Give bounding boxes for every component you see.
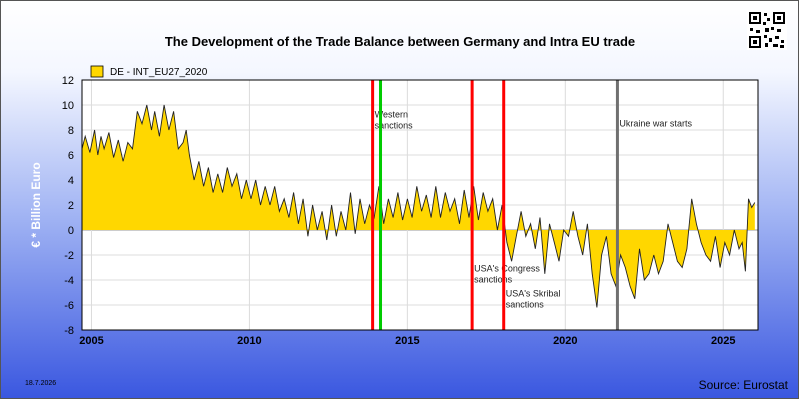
y-tick-label: -4 <box>64 275 74 287</box>
event-annotation: Western sanctions <box>375 110 414 131</box>
series-line <box>81 104 756 308</box>
y-tick-label: 8 <box>68 125 74 137</box>
event-annotation: USA's Congress sanctions <box>474 263 540 284</box>
y-axis: -8 -6 -4 -2 0 2 4 6 8 10 12 <box>62 75 74 337</box>
qr-code-icon <box>747 10 787 50</box>
y-tick-label: 10 <box>62 100 74 112</box>
source-note: Source: Eurostat <box>699 378 789 392</box>
x-tick-label: 2015 <box>395 335 419 347</box>
plot-border <box>81 79 759 331</box>
legend: DE - INT_EU27_2020 <box>90 65 208 78</box>
y-tick-label: 12 <box>62 75 74 87</box>
event-annotation: Ukraine war starts <box>619 118 692 128</box>
x-axis: 2005 2010 2015 2020 2025 <box>79 335 735 347</box>
date-stamp: 18.7.2026 <box>25 380 56 387</box>
y-tick-label: -6 <box>64 300 74 312</box>
y-tick-label: -2 <box>64 250 74 262</box>
x-tick-label: 2005 <box>79 335 103 347</box>
y-tick-label: 2 <box>68 200 74 212</box>
y-tick-label: 4 <box>68 175 74 187</box>
series-area-fill <box>82 105 755 308</box>
chart-title: The Development of the Trade Balance bet… <box>165 34 635 49</box>
event-lines: Western sanctions USA's Congress sanctions U… <box>371 80 692 330</box>
legend-swatch <box>90 65 104 78</box>
y-axis-label: € * Billion Euro <box>29 162 43 247</box>
event-annotation: USA's Skribal sanctions <box>506 288 561 309</box>
x-tick-label: 2025 <box>711 335 735 347</box>
y-tick-label: 0 <box>68 225 74 237</box>
data-area <box>81 104 756 308</box>
x-tick-label: 2010 <box>237 335 261 347</box>
legend-label: DE - INT_EU27_2020 <box>110 67 208 78</box>
x-tick-label: 2020 <box>553 335 577 347</box>
y-tick-label: -8 <box>64 325 74 337</box>
y-tick-label: 6 <box>68 150 74 162</box>
